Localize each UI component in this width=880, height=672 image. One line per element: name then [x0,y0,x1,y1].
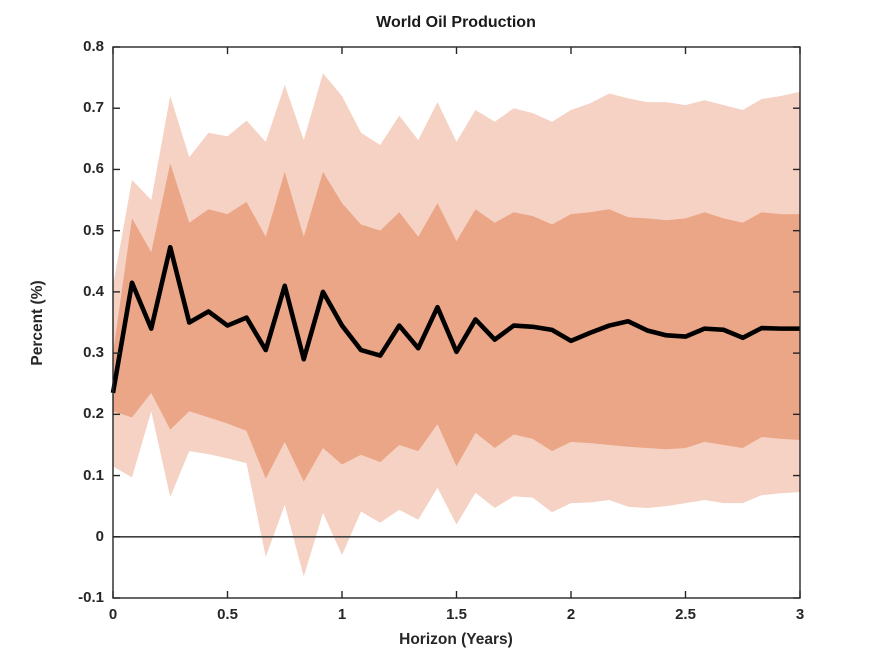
axis-ticks [112,46,801,599]
x-tick-label: 0 [108,606,118,623]
y-tick-label: 0 [95,527,104,545]
x-tick-label: 3 [795,606,805,623]
y-tick-label: 0.6 [83,160,104,178]
y-tick-label: 0.1 [83,466,104,484]
chart-title: World Oil Production [376,14,536,31]
x-tick-label: 1 [337,606,347,623]
y-tick-label: 0.4 [83,282,104,300]
y-tick-label: 0.5 [83,221,104,239]
y-tick-label: 0.7 [83,99,104,117]
x-axis-label: Horizon (Years) [399,631,513,648]
x-tick-label: 1.5 [446,606,467,623]
x-tick-label: 0.5 [217,606,238,623]
y-tick-label: 0.3 [83,344,104,362]
x-tick-label: 2 [566,606,576,623]
point-estimate-line [110,244,800,394]
y-tick-label: -0.1 [78,589,104,606]
inner-confidence-band [113,163,800,482]
y-tick-label: 0.2 [83,405,104,423]
confidence-bands [113,73,800,577]
y-tick-label: 0.8 [83,38,104,55]
y-axis-label: Percent (%) [29,280,46,366]
irf-line [110,244,800,394]
x-tick-label: 2.5 [675,606,696,623]
